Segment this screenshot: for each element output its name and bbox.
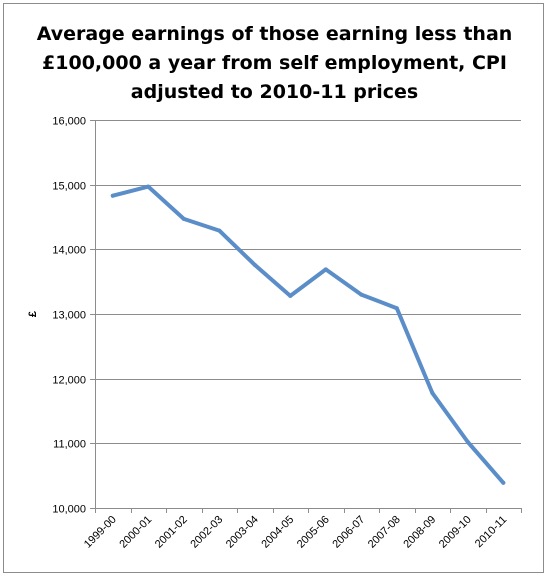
x-tick-label: 2008-09 xyxy=(401,514,438,551)
x-tick-label: 2004-05 xyxy=(259,514,296,551)
chart-frame xyxy=(3,3,544,573)
y-tick-label: 14,000 xyxy=(52,245,86,257)
x-tick-label: 2002-03 xyxy=(188,514,225,551)
data-point xyxy=(288,293,293,298)
data-point xyxy=(359,292,364,297)
data-point xyxy=(252,262,257,267)
x-tick-label: 2009-10 xyxy=(437,514,474,551)
data-point xyxy=(465,440,470,444)
x-tick-label: 2006-07 xyxy=(330,514,367,551)
y-tick-label: 15,000 xyxy=(52,181,86,193)
data-point xyxy=(181,216,186,221)
axes xyxy=(90,120,522,513)
chart-title: Average earnings of those earning less t… xyxy=(36,23,513,103)
y-tick-labels: 10,000 11,000 12,000 13,000 14,000 15,000 16,0… xyxy=(52,116,86,516)
x-tick-labels: 1999-002000-012001-022002-032003-042004-… xyxy=(82,514,510,551)
y-tick-label: 16,000 xyxy=(52,116,86,128)
x-tick-label: 1999-00 xyxy=(82,514,119,551)
data-point xyxy=(217,228,222,233)
data-point xyxy=(146,184,151,189)
data-point xyxy=(501,480,506,485)
x-tick-label: 2005-06 xyxy=(295,514,332,551)
x-tick-label: 2007-08 xyxy=(366,514,403,551)
series-layer xyxy=(110,184,506,485)
gridlines xyxy=(95,120,521,444)
y-tick-label: 10,000 xyxy=(52,504,86,516)
y-tick-label: 13,000 xyxy=(52,310,86,322)
data-point xyxy=(323,267,328,272)
y-tick-label: 11,000 xyxy=(53,439,86,451)
x-tick-label: 2003-04 xyxy=(224,514,261,551)
data-point xyxy=(110,193,115,198)
y-axis-label: £ xyxy=(27,311,39,317)
data-point xyxy=(430,390,435,395)
x-tick-label: 2010-11 xyxy=(473,514,509,550)
data-point xyxy=(394,306,399,311)
x-tick-label: 2001-02 xyxy=(153,514,190,551)
y-tick-label: 12,000 xyxy=(52,375,86,387)
x-tick-label: 2000-01 xyxy=(117,514,154,551)
series-line xyxy=(110,184,506,485)
